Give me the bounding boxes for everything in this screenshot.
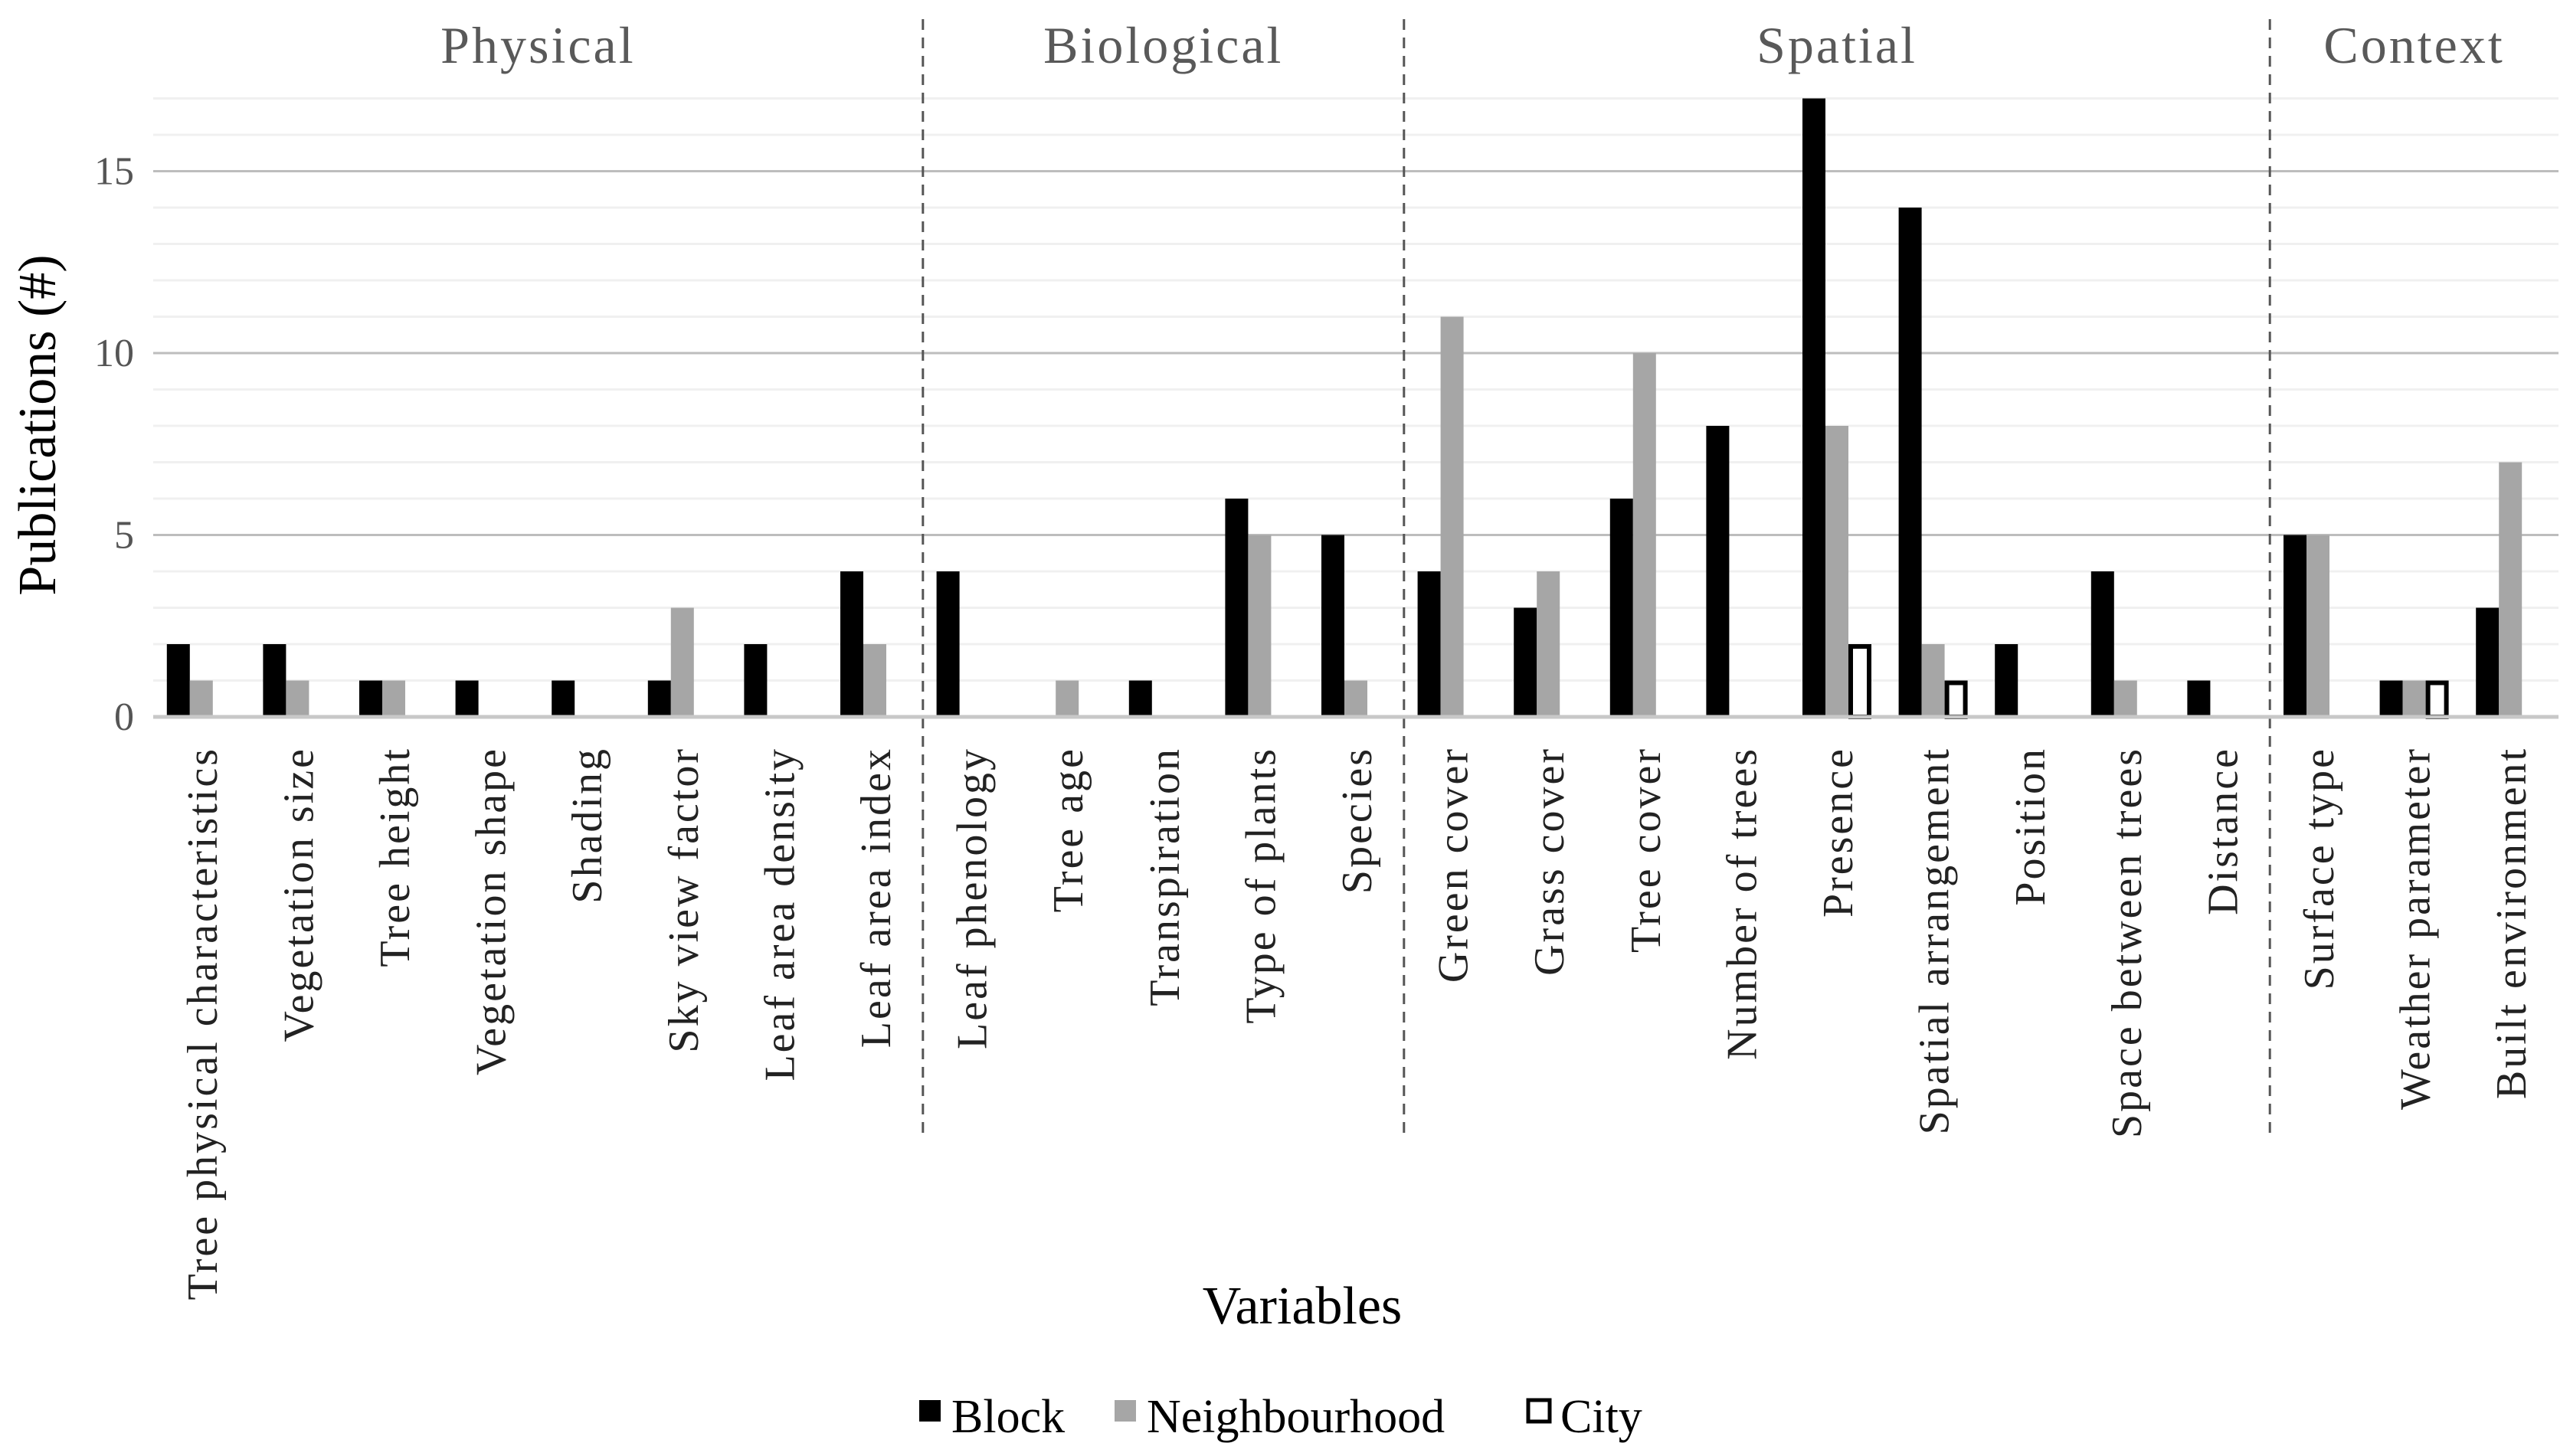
bar-neighbourhood xyxy=(286,680,309,717)
x-tick-label: Presence xyxy=(1815,747,1862,918)
group-label: Spatial xyxy=(1756,16,1917,74)
x-tick-label: Green cover xyxy=(1430,747,1478,983)
x-tick-label: Spatial arrangement xyxy=(1911,747,1959,1134)
bar-neighbourhood xyxy=(1248,535,1272,717)
x-tick-label: Distance xyxy=(2199,747,2247,915)
bar-block xyxy=(1802,98,1825,717)
x-tick-label: Tree height xyxy=(372,747,419,967)
bar-block xyxy=(647,680,671,717)
legend-label-city: City xyxy=(1560,1391,1642,1443)
bar-block xyxy=(1706,426,1730,717)
y-tick-label: 0 xyxy=(114,695,134,739)
x-tick-label: Shading xyxy=(564,747,611,904)
bar-block xyxy=(263,644,286,717)
x-tick-label: Weather parameter xyxy=(2392,747,2440,1110)
bar-block xyxy=(1514,607,1537,717)
legend-swatch-block xyxy=(919,1400,941,1422)
bar-block xyxy=(1321,535,1344,717)
y-axis-title: Publications (#) xyxy=(8,254,67,595)
group-dividers xyxy=(922,19,2271,1134)
bar-neighbourhood xyxy=(1632,353,1656,717)
bar-neighbourhood xyxy=(670,607,694,717)
bar-block xyxy=(840,571,863,717)
x-tick-label: Transpiration xyxy=(1141,747,1189,1006)
x-tick-label: Space between trees xyxy=(2103,747,2151,1138)
legend-label-block: Block xyxy=(951,1391,1065,1443)
bar-neighbourhood xyxy=(189,680,213,717)
x-tick-label: Leaf area density xyxy=(756,747,804,1081)
bar-city xyxy=(1944,680,1968,719)
x-tick-label: Number of trees xyxy=(1718,747,1766,1060)
x-tick-label: Grass cover xyxy=(1526,747,1573,976)
bar-block xyxy=(2090,571,2114,717)
legend-swatch-neighbourhood xyxy=(1115,1400,1136,1422)
bar-block xyxy=(744,644,768,717)
bar-city xyxy=(2425,680,2449,719)
y-tick-labels: 0 5 10 15 xyxy=(94,150,134,740)
bar-block xyxy=(1609,499,1633,717)
gridlines xyxy=(153,97,2559,682)
bar-block xyxy=(1128,680,1152,717)
bar-block xyxy=(2187,680,2211,717)
x-tick-label: Leaf phenology xyxy=(949,747,997,1049)
bar-block xyxy=(936,571,960,717)
bar-block xyxy=(359,680,382,717)
bar-neighbourhood xyxy=(1921,644,1945,717)
bar-block xyxy=(455,680,479,717)
y-tick-label: 15 xyxy=(94,150,134,194)
legend: Block Neighbourhood City xyxy=(919,1391,1642,1443)
bar-neighbourhood xyxy=(1344,680,1367,717)
x-tick-label: Leaf area index xyxy=(853,747,900,1048)
x-tick-label: Tree physical characteristics xyxy=(179,747,227,1300)
bar-block xyxy=(552,680,575,717)
bar-neighbourhood xyxy=(1537,571,1560,717)
legend-label-neighbourhood: Neighbourhood xyxy=(1147,1391,1445,1443)
x-tick-label: Species xyxy=(1334,747,1381,894)
x-tick-label: Tree age xyxy=(1045,747,1092,912)
y-tick-label: 10 xyxy=(94,332,134,375)
bar-block xyxy=(2476,607,2500,717)
bar-block xyxy=(1225,499,1249,717)
x-tick-labels: Tree physical characteristics Vegetation … xyxy=(179,747,2536,1300)
group-label: Context xyxy=(2323,16,2504,74)
bar-block xyxy=(1898,208,1922,717)
bar-neighbourhood xyxy=(1825,426,1848,717)
bars xyxy=(166,98,2523,719)
x-tick-label: Vegetation size xyxy=(275,747,322,1042)
bar-city xyxy=(1848,644,1871,719)
bar-neighbourhood xyxy=(2306,535,2329,717)
x-tick-label: Tree cover xyxy=(1622,747,1670,953)
legend-swatch-city xyxy=(1526,1398,1552,1424)
bar-block xyxy=(1995,644,2018,717)
x-tick-label: Vegetation shape xyxy=(468,747,516,1075)
bar-block xyxy=(166,644,190,717)
bar-block xyxy=(1417,571,1441,717)
x-tick-label: Type of plants xyxy=(1237,747,1285,1024)
x-tick-label: Position xyxy=(2007,747,2054,906)
x-tick-label: Sky view factor xyxy=(660,747,708,1053)
bar-neighbourhood xyxy=(1440,316,1464,717)
group-labels: Physical Biological Spatial Context xyxy=(440,16,2504,74)
group-label: Biological xyxy=(1043,16,1283,74)
bar-neighbourhood xyxy=(2402,680,2426,717)
bar-neighbourhood xyxy=(2113,680,2137,717)
x-tick-label: Built environment xyxy=(2488,747,2536,1099)
bar-block xyxy=(2284,535,2306,717)
bar-neighbourhood xyxy=(382,680,405,717)
x-tick-label: Surface type xyxy=(2296,747,2343,990)
bar-neighbourhood xyxy=(863,644,886,717)
y-tick-label: 5 xyxy=(114,514,134,558)
bar-neighbourhood xyxy=(1056,680,1079,717)
x-axis-title: Variables xyxy=(1203,1277,1402,1336)
bar-block xyxy=(2379,680,2403,717)
bar-neighbourhood xyxy=(2499,462,2523,717)
group-label: Physical xyxy=(440,16,635,74)
